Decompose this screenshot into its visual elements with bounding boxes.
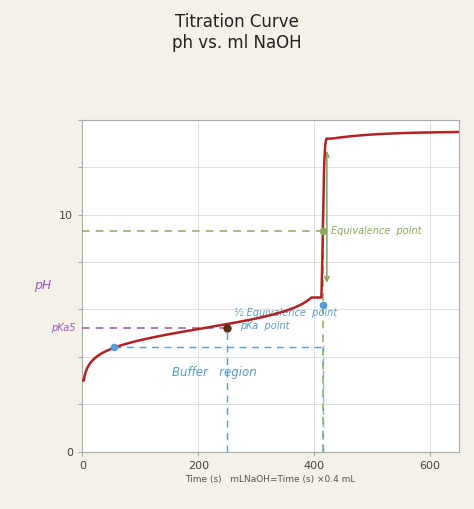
X-axis label: Time (s)   mLNaOH=Time (s) ×0.4 mL: Time (s) mLNaOH=Time (s) ×0.4 mL [185,475,356,484]
Text: Equivalence  point: Equivalence point [331,226,421,236]
Text: pKa5: pKa5 [51,323,75,333]
Text: Titration Curve
ph vs. ml NaOH: Titration Curve ph vs. ml NaOH [172,13,302,51]
Text: Buffer   region: Buffer region [172,365,257,379]
Text: pKa  point: pKa point [240,321,290,331]
Text: ½ Equivalence  point: ½ Equivalence point [234,308,337,318]
Y-axis label: pH: pH [34,279,51,292]
